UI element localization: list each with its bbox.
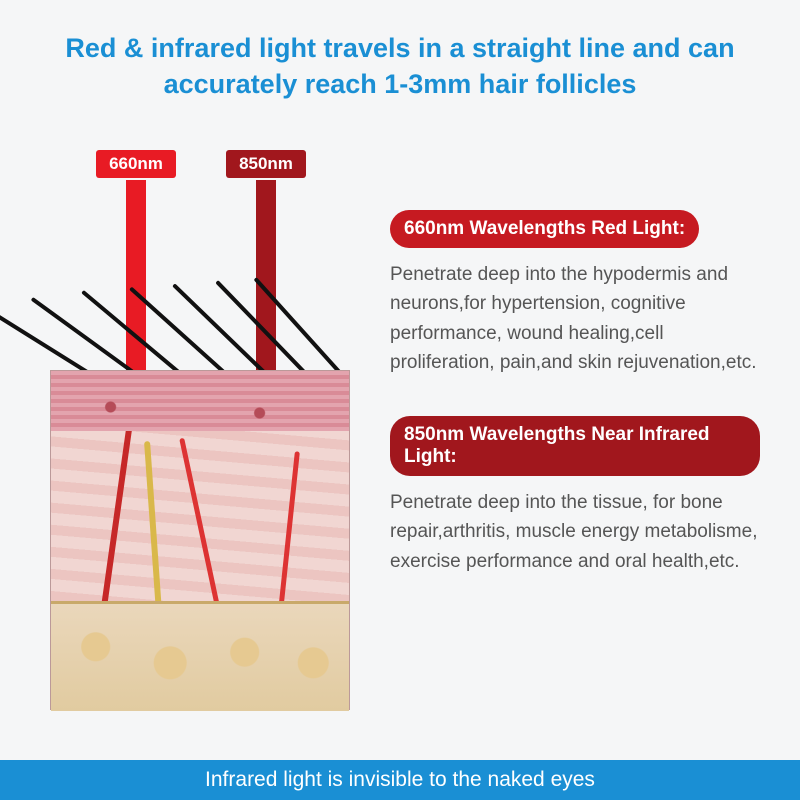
section-body-660: Penetrate deep into the hypodermis and n… bbox=[390, 260, 760, 378]
blood-vessel bbox=[277, 451, 300, 601]
section-title-850: 850nm Wavelengths Near Infrared Light: bbox=[390, 416, 760, 476]
arrow-label-850: 850nm bbox=[226, 150, 306, 178]
section-title-660: 660nm Wavelengths Red Light: bbox=[390, 210, 699, 248]
section-body-850: Penetrate deep into the tissue, for bone… bbox=[390, 488, 760, 576]
epidermis-layer bbox=[51, 371, 349, 431]
hair-strand bbox=[172, 283, 268, 376]
skin-cross-section bbox=[50, 370, 350, 710]
hair-strand bbox=[31, 297, 139, 377]
arrow-label-660: 660nm bbox=[96, 150, 176, 178]
blood-vessel bbox=[179, 438, 228, 601]
footer-banner: Infrared light is invisible to the naked… bbox=[0, 760, 800, 800]
hair-strand bbox=[0, 304, 93, 376]
arrow-shaft-660 bbox=[126, 180, 146, 390]
hypodermis-layer bbox=[51, 601, 349, 711]
nerve-fiber bbox=[144, 441, 164, 601]
blood-vessel bbox=[95, 431, 133, 601]
skin-diagram: 660nm 850nm bbox=[50, 150, 350, 710]
text-column: 660nm Wavelengths Red Light: Penetrate d… bbox=[390, 210, 760, 614]
headline: Red & infrared light travels in a straig… bbox=[50, 30, 750, 103]
dermis-layer bbox=[51, 431, 349, 601]
